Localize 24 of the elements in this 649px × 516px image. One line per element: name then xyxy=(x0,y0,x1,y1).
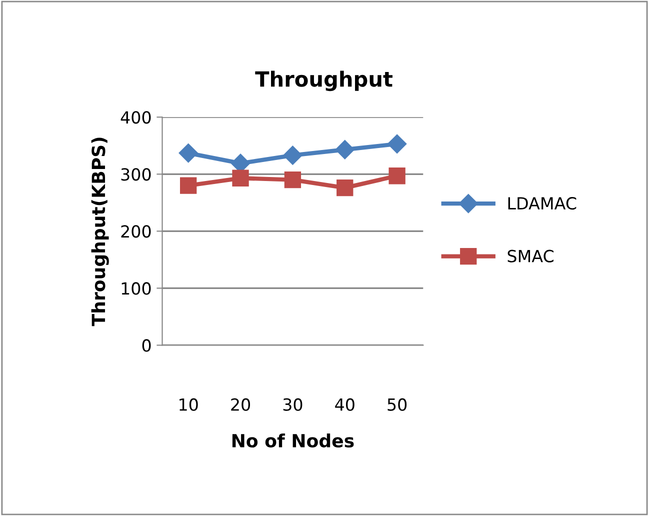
x-tick-label: 50 xyxy=(388,398,407,411)
x-tick-label: 10 xyxy=(180,398,198,411)
y-tick-label: 0 xyxy=(142,339,151,352)
point xyxy=(388,134,407,154)
point xyxy=(180,177,197,194)
y-axis-title: Throughput(KBPS) xyxy=(91,138,109,326)
y-tick-label: 300 xyxy=(121,168,151,181)
x-tick-label: 40 xyxy=(335,398,354,411)
legend-label: SMAC xyxy=(508,250,554,262)
point xyxy=(284,172,302,188)
point xyxy=(232,170,249,186)
x-tick-label: 30 xyxy=(283,398,302,411)
x-tick-label: 20 xyxy=(231,398,250,411)
chart-title: Throughput xyxy=(255,70,392,92)
y-tick-label: 100 xyxy=(122,282,151,295)
y-tick-label: 400 xyxy=(120,111,151,124)
point xyxy=(283,146,302,165)
point xyxy=(388,168,406,184)
point xyxy=(336,180,354,196)
y-tick-label: 200 xyxy=(121,225,151,238)
point xyxy=(335,140,354,160)
x-axis-title: No of Nodes xyxy=(232,434,354,448)
point xyxy=(178,144,198,163)
legend-label: LDAMAC xyxy=(508,197,576,210)
